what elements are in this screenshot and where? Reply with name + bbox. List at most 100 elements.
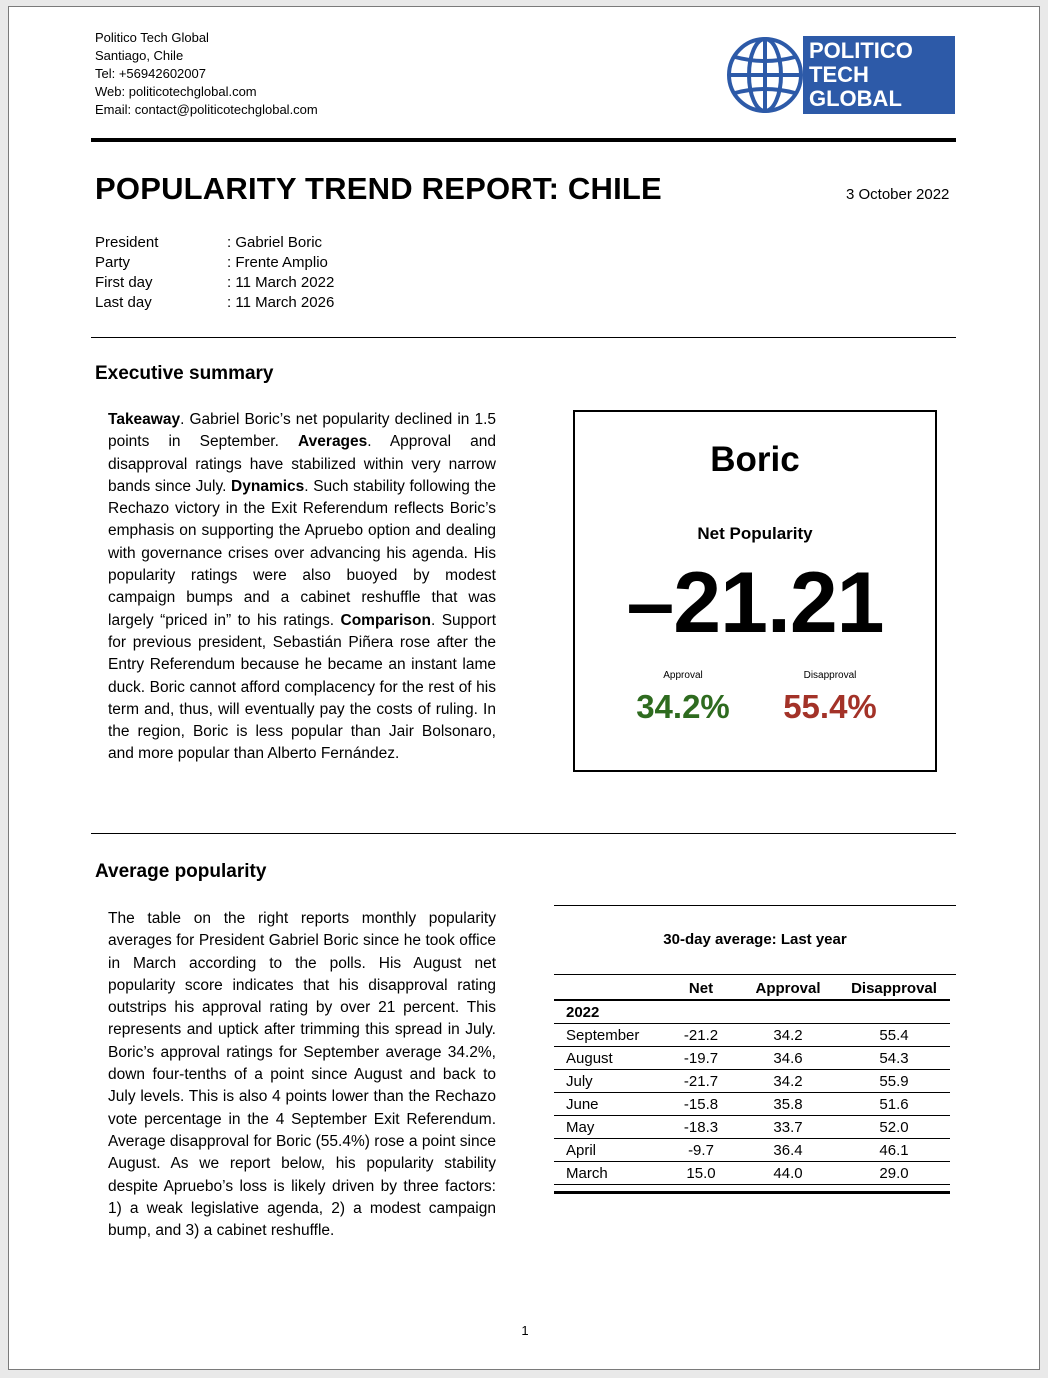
table-cell-disapproval: 51.6 <box>838 1092 950 1116</box>
scorecard-president-name: Boric <box>710 440 800 479</box>
table-cell-net: -15.8 <box>664 1092 738 1116</box>
table-cell-approval: 34.2 <box>738 1023 838 1047</box>
meta-key: Last day <box>95 294 152 311</box>
meta-row-first-day: First day : 11 March 2022 <box>95 273 334 293</box>
comparison-text: . Support for previous president, Sebast… <box>108 611 496 763</box>
document-page: Politico Tech Global Santiago, Chile Tel… <box>8 6 1040 1370</box>
table-cell <box>664 1000 738 1024</box>
page-number: 1 <box>521 1323 529 1338</box>
globe-icon <box>727 37 803 113</box>
table-caption: 30-day average: Last year <box>663 931 847 948</box>
table-header-row: Net Approval Disapproval <box>554 977 950 1001</box>
meta-value: : 11 March 2026 <box>227 294 335 311</box>
table-cell-net: -18.3 <box>664 1115 738 1139</box>
table-header-cell: Approval <box>738 977 838 1001</box>
table-cell-disapproval: 46.1 <box>838 1138 950 1162</box>
meta-value: : Frente Amplio <box>227 254 328 271</box>
table-cell-net: -21.7 <box>664 1069 738 1093</box>
table-cell-month: May <box>554 1115 664 1139</box>
comparison-label: Comparison <box>340 611 431 629</box>
table-cell-disapproval: 52.0 <box>838 1115 950 1139</box>
section-divider <box>91 337 956 338</box>
logo-wordmark: POLITICO TECH GLOBAL <box>803 36 955 114</box>
table-row: March 15.0 44.0 29.0 <box>554 1161 950 1185</box>
table-cell-approval: 35.8 <box>738 1092 838 1116</box>
average-popularity-text: The table on the right reports monthly p… <box>108 910 496 1240</box>
org-email: Email: contact@politicotechglobal.com <box>95 102 318 117</box>
meta-key: Party <box>95 254 131 271</box>
averages-text: . Approval and disapproval ratings have … <box>108 433 496 495</box>
company-logo: POLITICO TECH GLOBAL <box>725 35 957 115</box>
header-divider <box>91 138 956 142</box>
table-row: September -21.2 34.2 55.4 <box>554 1023 950 1047</box>
logo-line-1: POLITICO <box>809 38 913 63</box>
table-cell-net: -9.7 <box>664 1138 738 1162</box>
meta-row-party: Party : Frente Amplio <box>95 253 334 273</box>
average-popularity-heading: Average popularity <box>95 861 267 882</box>
table-cell-disapproval: 54.3 <box>838 1046 950 1070</box>
table-cell-disapproval: 29.0 <box>838 1161 950 1185</box>
meta-key: President <box>95 234 159 251</box>
table-row: July -21.7 34.2 55.9 <box>554 1069 950 1093</box>
executive-summary-heading: Executive summary <box>95 363 274 384</box>
org-tel: Tel: +56942602007 <box>95 66 206 81</box>
org-web: Web: politicotechglobal.com <box>95 84 257 99</box>
section-divider <box>91 833 956 834</box>
table-caption-rule <box>554 974 956 975</box>
table-row: April -9.7 36.4 46.1 <box>554 1138 950 1162</box>
table-cell-month: August <box>554 1046 664 1070</box>
table-bottom-rule <box>554 1191 950 1194</box>
table-row: June -15.8 35.8 51.6 <box>554 1092 950 1116</box>
table-cell <box>738 1000 838 1024</box>
table-cell-month: June <box>554 1092 664 1116</box>
dynamics-text: . Such stability following the Rechazo v… <box>108 477 496 629</box>
table-cell-approval: 36.4 <box>738 1138 838 1162</box>
net-popularity-value: –21.21 <box>626 555 884 651</box>
table-year-row: 2022 <box>554 1000 950 1024</box>
table-cell-month: March <box>554 1161 664 1185</box>
table-cell-net: -19.7 <box>664 1046 738 1070</box>
report-date: 3 October 2022 <box>846 186 950 203</box>
net-popularity-scorecard: Boric Net Popularity –21.21 Approval Dis… <box>573 410 937 772</box>
takeaway-label: Takeaway <box>108 411 181 428</box>
table-header-cell: Disapproval <box>838 977 950 1001</box>
takeaway-text: . Gabriel Boric’s net popularity decline… <box>108 411 496 451</box>
approval-value: 34.2% <box>636 688 730 725</box>
table-cell-approval: 33.7 <box>738 1115 838 1139</box>
popularity-table: Net Approval Disapproval 2022 September … <box>554 977 950 1185</box>
table-cell-month: July <box>554 1069 664 1093</box>
logo-line-3: GLOBAL <box>809 86 902 111</box>
table-top-rule <box>554 905 956 906</box>
table-row: August -19.7 34.6 54.3 <box>554 1046 950 1070</box>
meta-key: First day <box>95 274 153 291</box>
table-row: May -18.3 33.7 52.0 <box>554 1115 950 1139</box>
org-city: Santiago, Chile <box>95 48 184 63</box>
table-cell-approval: 34.2 <box>738 1069 838 1093</box>
net-popularity-label: Net Popularity <box>697 524 813 543</box>
meta-value: : Gabriel Boric <box>227 234 323 251</box>
executive-summary-text: Takeaway. Gabriel Boric’s net popularity… <box>108 409 496 766</box>
logo-line-2: TECH <box>809 62 869 87</box>
table-cell-net: -21.2 <box>664 1023 738 1047</box>
table-cell-disapproval: 55.4 <box>838 1023 950 1047</box>
table-cell-net: 15.0 <box>664 1161 738 1185</box>
disapproval-label: Disapproval <box>803 670 857 681</box>
meta-row-last-day: Last day : 11 March 2026 <box>95 293 334 313</box>
dynamics-label: Dynamics <box>231 477 305 495</box>
disapproval-value: 55.4% <box>783 688 877 725</box>
report-title: POPULARITY TREND REPORT: CHILE <box>95 171 662 206</box>
averages-label: Averages <box>298 433 368 451</box>
president-details: President : Gabriel Boric Party : Frente… <box>95 233 334 313</box>
table-cell-month: September <box>554 1023 664 1047</box>
table-cell-approval: 34.6 <box>738 1046 838 1070</box>
approval-label: Approval <box>663 670 703 681</box>
table-year-cell: 2022 <box>554 1000 664 1024</box>
table-cell-month: April <box>554 1138 664 1162</box>
table-cell-disapproval: 55.9 <box>838 1069 950 1093</box>
table-header-cell: Net <box>664 977 738 1001</box>
table-cell-approval: 44.0 <box>738 1161 838 1185</box>
table-cell <box>838 1000 950 1024</box>
table-header-cell <box>554 977 664 1001</box>
org-name: Politico Tech Global <box>95 30 209 45</box>
meta-value: : 11 March 2022 <box>227 274 335 291</box>
